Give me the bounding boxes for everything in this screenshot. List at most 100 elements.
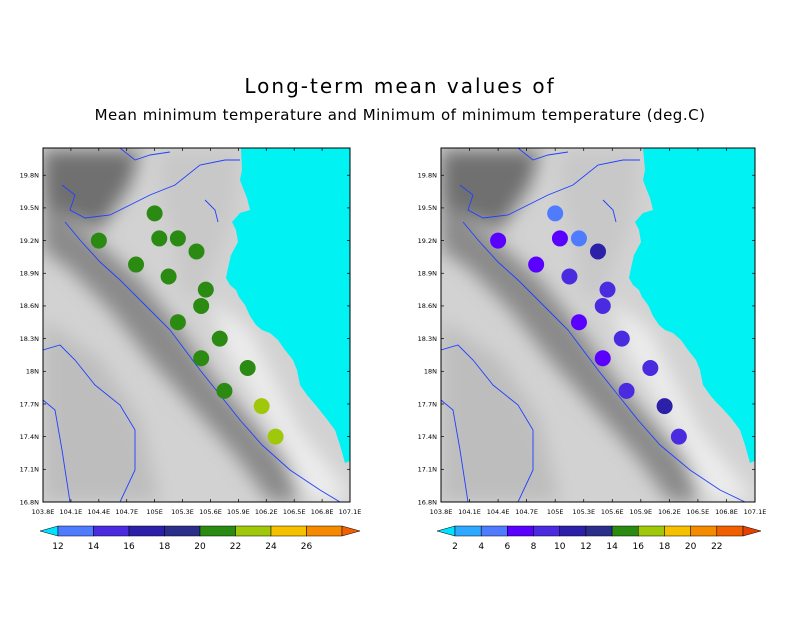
colorbar-segment	[559, 525, 587, 537]
station-marker	[216, 382, 233, 399]
colorbar: 2 4 6 8 10 12 14 16 18 20 22	[436, 525, 762, 552]
colorbar-label: 20	[685, 542, 697, 552]
colorbar-segment	[39, 525, 59, 537]
colorbar-label: 12	[580, 542, 591, 552]
colorbar-segment	[164, 525, 201, 537]
x-tick-label: 105.3E	[572, 508, 595, 516]
station-marker	[570, 230, 587, 247]
y-tick-label: 18.3N	[20, 335, 39, 343]
terrain-shading	[441, 150, 755, 502]
colorbar-segment	[664, 525, 691, 537]
sea-area	[629, 148, 755, 463]
colorbar-segment	[128, 525, 165, 537]
y-tick-label: 19.8N	[418, 172, 437, 180]
colorbar-segment	[341, 525, 361, 537]
colorbar-segment	[690, 525, 718, 537]
colorbar-label: 22	[230, 542, 241, 552]
colorbar-segment	[742, 525, 762, 537]
colorbar-label: 18	[159, 542, 171, 552]
colorbar-label: 14	[88, 542, 100, 552]
map-area	[441, 148, 755, 502]
station-marker	[197, 281, 214, 298]
colorbar-segment	[716, 525, 744, 537]
stations	[90, 205, 284, 445]
station-marker	[193, 297, 210, 314]
station-marker	[146, 205, 163, 222]
rivers	[43, 148, 341, 502]
y-tick-label: 18.9N	[20, 270, 39, 278]
x-tick-label: 106.5E	[283, 508, 306, 516]
colorbar-label: 6	[504, 542, 510, 552]
x-tick-label: 104.4E	[87, 508, 110, 516]
y-tick-label: 19.2N	[418, 237, 437, 245]
y-tick-label: 16.8N	[20, 498, 39, 506]
colorbar-label: 16	[633, 542, 645, 552]
colorbar-label: 18	[659, 542, 671, 552]
colorbar-segment	[199, 525, 236, 537]
station-marker	[547, 205, 564, 222]
x-tick-label: 105E	[547, 508, 564, 516]
station-marker	[128, 256, 145, 273]
colorbar-segment	[638, 525, 665, 537]
x-tick-label: 104.1E	[60, 508, 83, 516]
y-tick-label: 18.9N	[418, 270, 437, 278]
colorbar-label: 20	[194, 542, 206, 552]
land-background	[43, 148, 350, 502]
y-axis-ticks: 19.8N 19.5N 19.2N 18.9N 18.6N 18.3N 18N 17.7N 17…	[20, 172, 350, 506]
station-marker	[169, 314, 186, 331]
colorbar-label: 22	[711, 542, 722, 552]
station-marker	[656, 398, 673, 415]
sea-area	[226, 148, 350, 463]
x-axis-ticks: 103.8E 104.1E 104.4E 104.7E 105E 105.3E 105.6E…	[32, 148, 361, 516]
x-tick-label: 104.4E	[487, 508, 510, 516]
colorbar-segment	[235, 525, 272, 537]
x-tick-label: 105.6E	[601, 508, 624, 516]
colorbar-label: 14	[606, 542, 618, 552]
station-marker	[599, 281, 616, 298]
map-area	[43, 148, 350, 502]
station-marker	[551, 230, 568, 247]
y-tick-label: 19.5N	[418, 204, 437, 212]
colorbar-segment	[585, 525, 613, 537]
y-axis-ticks: 19.8N 19.5N 19.2N 18.9N 18.6N 18.3N 18N 17.7N 17…	[418, 172, 755, 506]
y-tick-label: 18.3N	[418, 335, 437, 343]
title-line-2: Mean minimum temperature and Minimum of …	[94, 106, 706, 124]
x-tick-label: 105.6E	[199, 508, 222, 516]
x-axis-ticks: 103.8E 104.1E 104.4E 104.7E 105E 105.3E 105.6E…	[430, 148, 767, 516]
station-marker	[528, 256, 545, 273]
y-tick-label: 17.7N	[20, 400, 39, 408]
y-tick-label: 18N	[26, 368, 39, 376]
map-frame	[42, 147, 351, 503]
colorbar-segment	[454, 525, 482, 537]
colorbar-segment	[93, 525, 130, 537]
y-tick-label: 17.1N	[418, 466, 437, 474]
x-tick-label: 107.1E	[744, 508, 767, 516]
station-marker	[267, 428, 284, 445]
y-tick-label: 17.4N	[418, 433, 437, 441]
land-background	[441, 148, 755, 502]
station-marker	[188, 243, 205, 260]
station-marker	[561, 268, 578, 285]
station-marker	[90, 232, 107, 249]
station-marker	[193, 350, 210, 367]
x-tick-label: 105.9E	[629, 508, 652, 516]
colorbar-segment	[480, 525, 508, 537]
colorbar-segment	[533, 525, 560, 537]
colorbar-segment	[436, 525, 456, 537]
y-tick-label: 19.5N	[20, 204, 39, 212]
colorbar-segment	[611, 525, 639, 537]
colorbar-label: 26	[301, 542, 313, 552]
colorbar-label: 12	[52, 542, 63, 552]
x-tick-label: 104.1E	[458, 508, 481, 516]
terrain-shading	[43, 150, 350, 502]
x-tick-label: 106.8E	[715, 508, 738, 516]
station-marker	[490, 232, 507, 249]
y-tick-label: 18.6N	[20, 302, 39, 310]
y-tick-label: 19.8N	[20, 172, 39, 180]
station-marker	[211, 330, 228, 347]
title-line-1: Long-term mean values of	[244, 74, 556, 98]
colorbar-segment	[57, 525, 94, 537]
x-tick-label: 105.9E	[227, 508, 250, 516]
station-marker	[594, 297, 611, 314]
colorbar-label: 8	[531, 542, 537, 552]
